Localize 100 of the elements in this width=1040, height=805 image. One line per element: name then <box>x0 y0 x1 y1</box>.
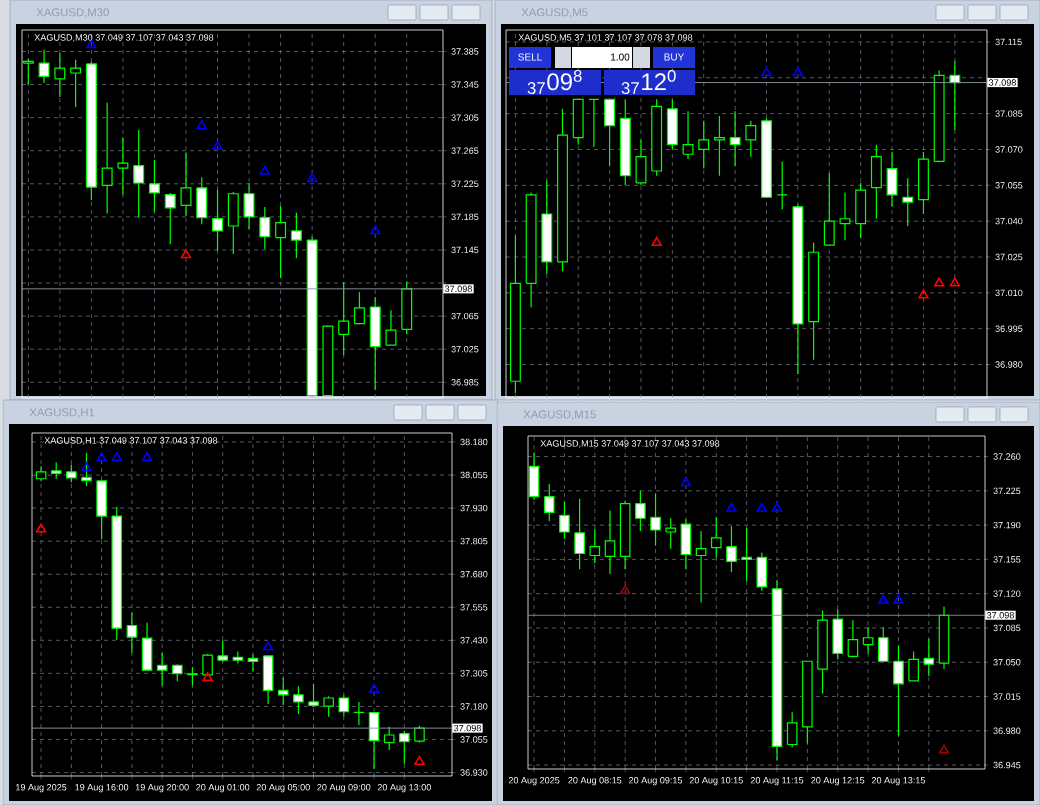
x-tick-label: 20 Aug 13:00 <box>377 784 431 793</box>
x-tick-label: 20 Aug 05:00 <box>256 784 310 793</box>
chart-title: XAGUSD,M30 <box>36 8 109 18</box>
candlestick <box>543 483 555 522</box>
y-tick-label: 37.345 <box>451 81 479 88</box>
point <box>262 641 274 651</box>
x-tick-label: 20 Aug 10:15 <box>689 777 743 786</box>
point <box>918 289 929 299</box>
candlestick <box>650 493 661 547</box>
x-tick-label: 20 Aug 09:15 <box>629 777 683 786</box>
point <box>180 249 192 259</box>
candlestick <box>665 517 677 550</box>
ref-line-label: 37.098 <box>986 612 1014 619</box>
y-tick-label: 37.305 <box>460 670 488 677</box>
y-tick-label: 37.070 <box>995 146 1023 153</box>
y-tick-label: 36.930 <box>460 769 488 776</box>
candlestick <box>70 59 82 108</box>
y-tick-label: 37.265 <box>451 147 479 154</box>
candlestick <box>588 98 600 148</box>
candlestick <box>338 281 350 356</box>
y-tick-label: 37.430 <box>460 637 488 644</box>
y-tick-label: 37.085 <box>993 624 1021 632</box>
y-tick-label: 37.120 <box>993 590 1021 597</box>
ref-line-label: 37.098 <box>453 724 481 732</box>
y-tick-label: 37.305 <box>451 114 479 121</box>
candlestick <box>308 683 319 708</box>
candlestick <box>133 129 145 219</box>
candlestick <box>38 49 50 84</box>
x-tick-label: 20 Aug 08:15 <box>568 777 622 786</box>
ref-line-label: 37.098 <box>988 79 1016 86</box>
x-tick-label: 20 Aug 11:15 <box>750 777 804 786</box>
x-tick-label: 20 Aug 09:00 <box>317 784 371 793</box>
y-tick-label: 37.180 <box>460 703 488 710</box>
x-tick-label: 19 Aug 2025 <box>16 784 67 793</box>
x-tick-label: 19 Aug 16:00 <box>75 784 129 793</box>
y-tick-label: 37.040 <box>995 217 1023 225</box>
candlestick <box>745 120 757 158</box>
point <box>761 67 772 77</box>
candlestick <box>117 136 129 196</box>
candlestick <box>338 694 350 717</box>
candlestick <box>847 619 859 658</box>
annotation: $_{37}$09$^{8}$ <box>527 69 582 95</box>
y-tick-label: 37.930 <box>460 504 488 512</box>
candlestick <box>385 309 397 346</box>
point <box>368 683 380 693</box>
point <box>651 236 662 246</box>
point <box>141 451 153 462</box>
point <box>202 672 213 682</box>
candlestick <box>323 695 334 718</box>
chart-subtitle: XAGUSD,H1 37.049 37.107 37.043 37.098 <box>44 437 218 445</box>
candlestick <box>862 626 874 655</box>
y-tick-label: 37.010 <box>995 289 1023 297</box>
y-tick-label: 37.025 <box>451 345 479 353</box>
candlestick <box>902 177 914 227</box>
point <box>893 594 904 604</box>
candlestick <box>164 192 176 245</box>
candlestick <box>741 527 752 582</box>
y-tick-label: 37.185 <box>451 213 479 221</box>
annotation: SELL <box>518 53 542 61</box>
candlestick <box>574 498 585 570</box>
candlestick <box>243 182 255 230</box>
point <box>111 451 122 462</box>
candlestick <box>698 120 710 170</box>
point <box>212 140 223 150</box>
y-tick-label: 38.180 <box>460 438 488 446</box>
candlestick <box>713 115 725 177</box>
candlestick <box>399 730 410 765</box>
y-tick-label: 38.055 <box>460 471 488 479</box>
point <box>414 755 425 766</box>
annotation: $_{37}$12$^{0}$ <box>621 69 676 95</box>
point <box>938 744 950 754</box>
candlestick <box>54 52 66 98</box>
annotation: BUY <box>664 53 685 61</box>
y-tick-label: 37.025 <box>995 253 1023 261</box>
candlestick <box>839 191 851 241</box>
point <box>949 277 961 287</box>
candlestick <box>217 639 228 663</box>
candlestick <box>635 490 646 532</box>
point <box>756 502 768 512</box>
candlestick <box>710 516 722 559</box>
y-tick-label: 36.945 <box>993 761 1021 769</box>
candlestick <box>682 110 694 160</box>
candlestick <box>923 638 935 677</box>
chart-title: XAGUSD,H1 <box>29 408 95 418</box>
candlestick <box>259 206 271 250</box>
y-tick-label: 36.985 <box>451 379 479 386</box>
point <box>680 477 692 487</box>
y-tick-label: 37.225 <box>451 180 479 188</box>
y-tick-label: 37.225 <box>993 487 1021 495</box>
candlestick <box>22 58 34 86</box>
candlestick <box>187 666 198 687</box>
y-tick-label: 36.980 <box>995 361 1023 368</box>
candlestick <box>786 711 798 749</box>
y-tick-label: 37.115 <box>995 38 1022 46</box>
x-tick-label: 19 Aug 20:00 <box>135 784 189 793</box>
candlestick <box>180 151 192 217</box>
chart-subtitle: XAGUSD,M30 37.049 37.107 37.043 37.098 <box>34 34 214 42</box>
x-tick-label: 20 Aug 13:15 <box>871 777 926 786</box>
y-tick-label: 37.155 <box>993 556 1021 563</box>
candlestick <box>277 677 289 706</box>
